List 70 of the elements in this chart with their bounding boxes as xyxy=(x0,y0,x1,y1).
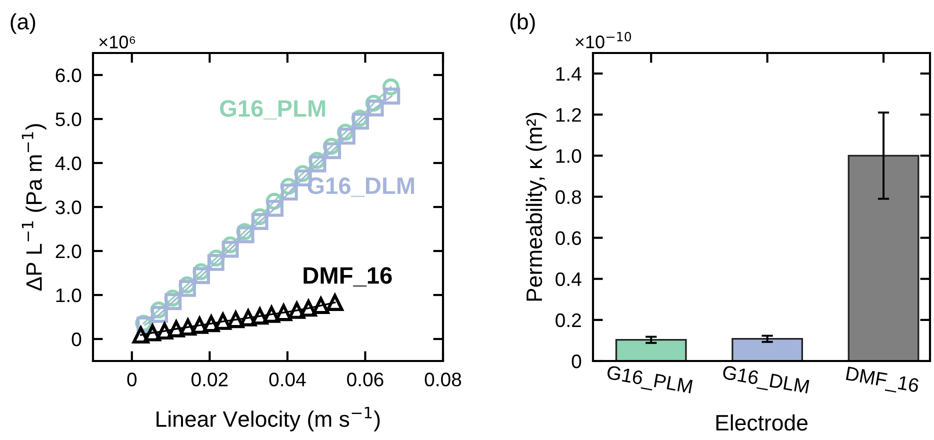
bar xyxy=(732,338,804,361)
x-tick-label: 0 xyxy=(127,372,137,386)
point xyxy=(144,324,161,342)
y-axis-title: Permeability, κ (m²) xyxy=(526,112,547,301)
y-tick-label: 1.4 xyxy=(556,67,582,81)
series-label: DMF_16 xyxy=(304,267,392,286)
y-axis-title: ΔP L$^{−1}$ (Pa m$^{−1}$) xyxy=(22,124,46,291)
point xyxy=(280,184,298,201)
y-tick-label: 3.0 xyxy=(56,200,82,214)
text: (b) xyxy=(510,13,535,34)
y-tick-label: 0.2 xyxy=(556,313,581,328)
point xyxy=(266,200,284,217)
point xyxy=(222,240,239,258)
point xyxy=(352,112,370,130)
y-tick-label: 0.8 xyxy=(556,190,582,204)
point xyxy=(300,300,317,317)
point xyxy=(227,311,244,328)
x-tick-label: 0.02 xyxy=(192,372,228,386)
point xyxy=(338,128,356,145)
point xyxy=(383,88,400,105)
point xyxy=(164,293,182,310)
x-tick-label: 0.04 xyxy=(269,372,306,386)
x-tick-label: 0.06 xyxy=(347,372,384,386)
point xyxy=(193,267,210,284)
x-tick-label: G16_DLM xyxy=(722,365,810,398)
point xyxy=(214,312,232,330)
point xyxy=(240,309,257,326)
x-tick-label: DMF_16 xyxy=(845,366,920,396)
point xyxy=(312,297,330,314)
text: ×10$^{−10}$ xyxy=(576,32,632,48)
y-tick-label: 4.0 xyxy=(55,156,82,170)
x-tick-label: 0.08 xyxy=(424,372,462,386)
text: ×10⁶ xyxy=(99,36,136,48)
y-tick-label: 6.0 xyxy=(56,68,82,82)
point xyxy=(324,142,342,160)
y-tick-label: 1.0 xyxy=(556,149,582,163)
point xyxy=(156,322,174,340)
point xyxy=(151,306,168,323)
point xyxy=(168,320,185,338)
point xyxy=(179,318,196,336)
point xyxy=(251,308,268,325)
point xyxy=(251,213,268,230)
y-tick-label: 0.4 xyxy=(556,272,582,286)
text: (a) xyxy=(10,13,36,34)
point xyxy=(237,226,254,244)
point xyxy=(263,306,280,323)
point xyxy=(326,294,344,311)
bar xyxy=(615,339,687,361)
y-tick-label: 0 xyxy=(572,354,582,368)
y-tick-label: 0 xyxy=(72,332,82,346)
point xyxy=(288,302,306,319)
y-tick-label: 5.0 xyxy=(56,112,82,126)
point xyxy=(309,155,326,172)
point xyxy=(132,326,150,344)
series-label: G16_PLM xyxy=(220,100,326,120)
y-tick-label: 1.2 xyxy=(556,108,581,122)
y-tick-label: 2.0 xyxy=(56,244,82,258)
series-label: G16_DLM xyxy=(308,177,414,197)
point xyxy=(191,316,208,334)
point xyxy=(179,280,196,297)
bar xyxy=(848,154,920,361)
x-axis-title: Linear Velocity (m s$^{−1}$) xyxy=(156,406,380,432)
x-tick-label: G16_PLM xyxy=(606,365,693,398)
y-tick-label: 1.0 xyxy=(56,288,82,302)
point xyxy=(202,315,220,332)
y-tick-label: 0.6 xyxy=(556,231,582,246)
point xyxy=(275,304,292,322)
x-axis-title: Electrode xyxy=(716,414,808,431)
point xyxy=(366,100,384,116)
point xyxy=(207,254,224,271)
